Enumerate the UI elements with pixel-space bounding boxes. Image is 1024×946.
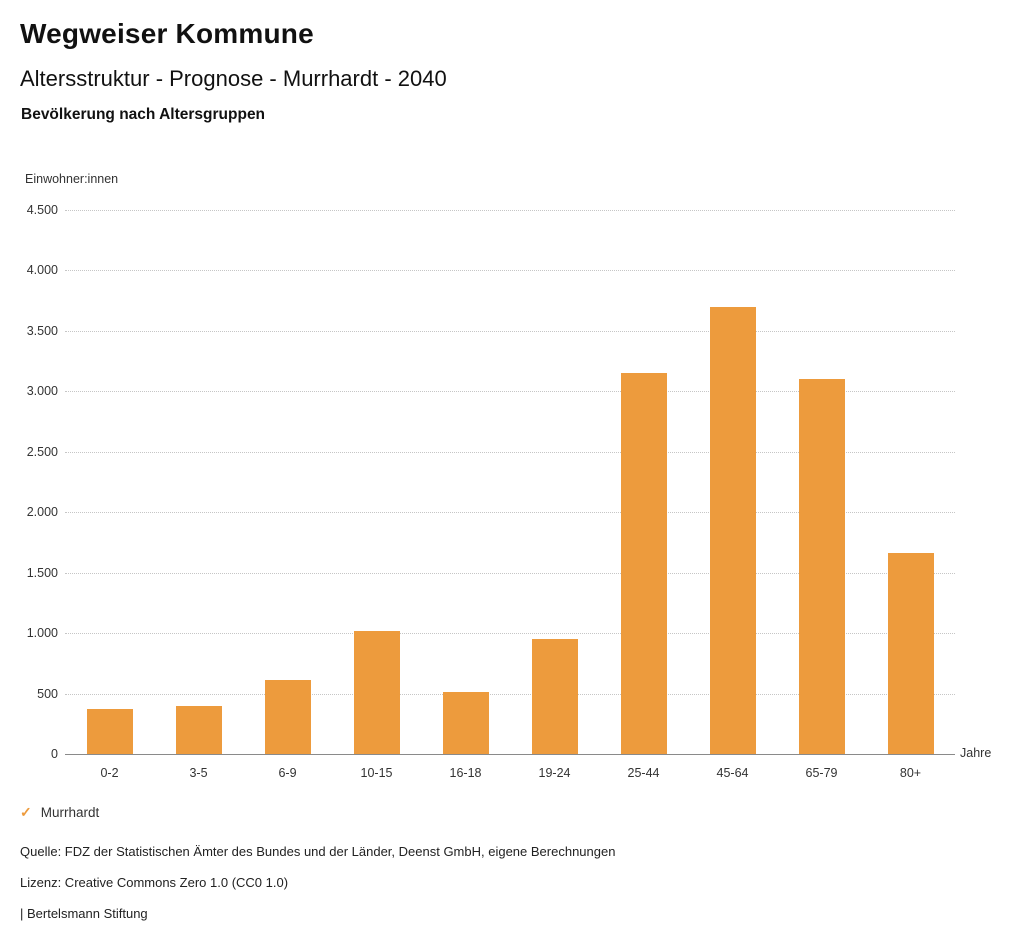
- gridline: [65, 572, 955, 574]
- bar-65-79[interactable]: [798, 379, 845, 754]
- license-text: Lizenz: Creative Commons Zero 1.0 (CC0 1…: [20, 875, 289, 890]
- bar-45-64[interactable]: [709, 306, 756, 754]
- app-title: Wegweiser Kommune: [20, 18, 314, 49]
- bar-19-24[interactable]: [531, 639, 578, 754]
- bar-10-15[interactable]: [353, 630, 400, 754]
- plot-area: [65, 210, 955, 755]
- gridline: [65, 633, 955, 635]
- gridline: [65, 391, 955, 393]
- y-tick-label: 3.000: [26, 384, 58, 399]
- check-icon: ✓: [20, 804, 32, 820]
- bar-16-18[interactable]: [442, 692, 489, 754]
- y-tick-label: 2.000: [26, 505, 58, 520]
- gridline: [65, 270, 955, 272]
- x-tick-label: 80+: [899, 766, 922, 780]
- x-tick-label: 10-15: [360, 766, 393, 780]
- y-tick-label: 500: [37, 686, 58, 701]
- gridline: [65, 210, 955, 211]
- gridline: [65, 693, 955, 695]
- x-tick-label: 45-64: [716, 766, 749, 780]
- x-tick-label: 19-24: [538, 766, 571, 780]
- x-axis-unit: Jahre: [960, 746, 992, 760]
- y-tick-label: 4.500: [26, 203, 58, 217]
- y-tick-label: 0: [51, 747, 58, 761]
- legend-item-murrhardt[interactable]: ✓ Murrhardt: [20, 804, 99, 820]
- y-axis-title: Einwohner:innen: [25, 172, 119, 186]
- legend-label: Murrhardt: [40, 804, 100, 820]
- attribution-text: | Bertelsmann Stiftung: [20, 906, 148, 921]
- bar-6-9[interactable]: [264, 680, 311, 754]
- y-tick-label: 2.500: [26, 444, 58, 459]
- bar-25-44[interactable]: [620, 373, 667, 754]
- x-tick-label: 16-18: [449, 766, 482, 780]
- chart-title: Altersstruktur - Prognose - Murrhardt - …: [20, 66, 447, 91]
- bar-3-5[interactable]: [175, 705, 222, 754]
- x-axis-labels: 0-2 3-5 6-9 10-15 16-18 19-24 25-44 45-64 65-79 8…: [65, 766, 955, 786]
- y-tick-label: 1.500: [26, 565, 58, 580]
- x-tick-label: 0-2: [100, 766, 119, 780]
- gridline: [65, 330, 955, 332]
- x-tick-label: 25-44: [627, 766, 660, 780]
- y-axis-labels: 0 500 1.000 1.500 2.000 2.500 3.000 3.500 4.000 4…: [0, 203, 58, 761]
- bar-80+[interactable]: [887, 553, 934, 754]
- bar-chart: 0 500 1.000 1.500 2.000 2.500 3.000 3.500 4.000 4…: [0, 203, 1024, 850]
- y-tick-label: 3.500: [26, 323, 58, 338]
- bar-0-2[interactable]: [86, 709, 133, 754]
- source-text: Quelle: FDZ der Statistischen Ämter des …: [20, 844, 616, 859]
- gridline: [65, 512, 955, 514]
- y-tick-label: 1.000: [26, 626, 58, 641]
- x-tick-label: 3-5: [189, 766, 208, 780]
- x-tick-label: 65-79: [805, 766, 838, 780]
- y-tick-label: 4.000: [26, 263, 58, 278]
- x-axis-line: [65, 754, 955, 755]
- chart-subtitle: Bevölkerung nach Altersgruppen: [21, 106, 266, 123]
- x-tick-label: 6-9: [278, 766, 297, 780]
- gridline: [65, 451, 955, 453]
